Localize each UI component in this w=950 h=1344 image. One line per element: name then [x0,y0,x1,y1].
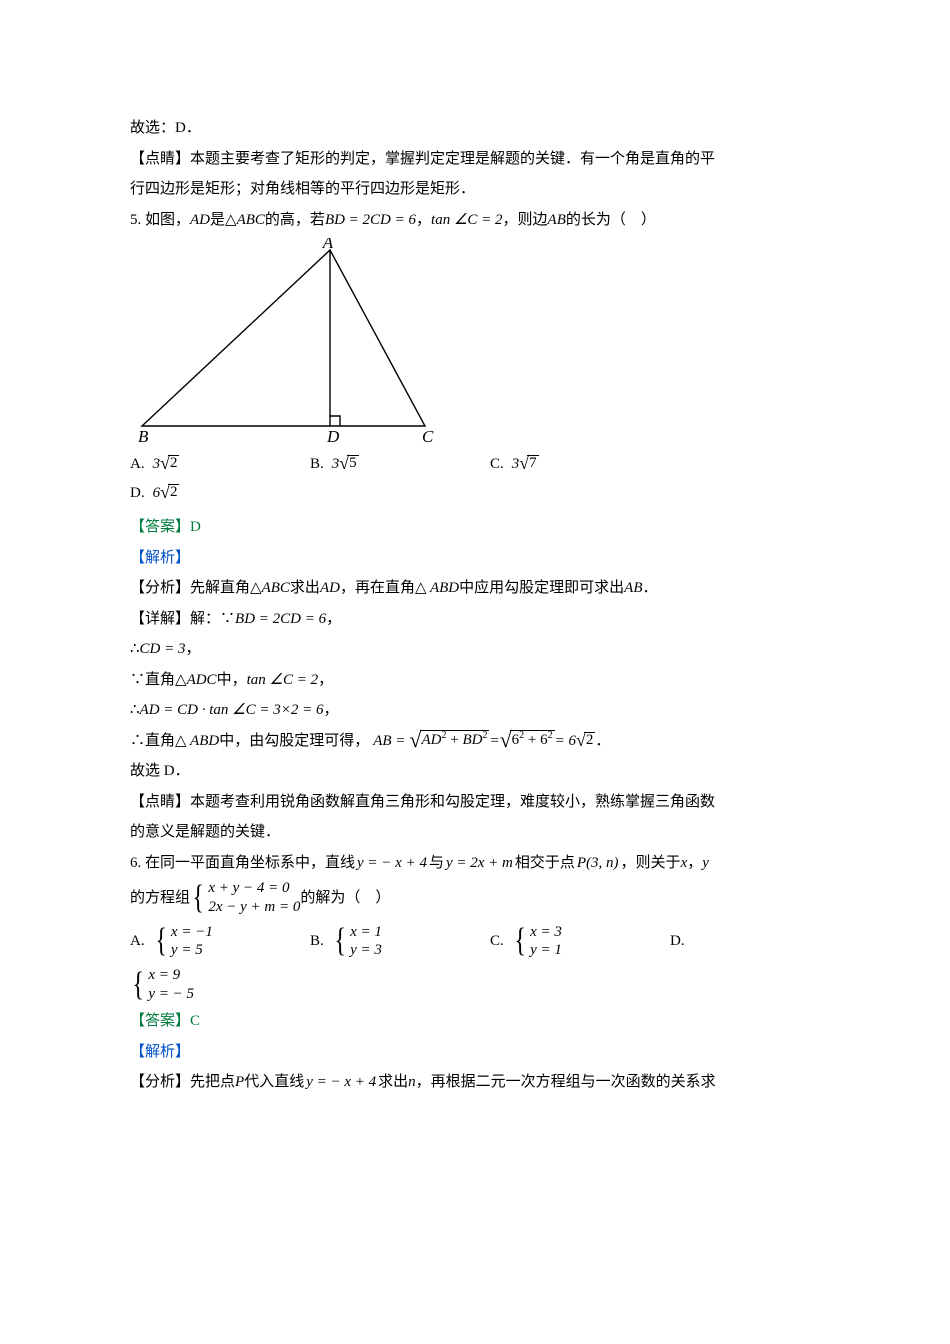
q5-eq1: BD = 2CD = 6 [325,206,416,235]
q6-system: { x + y − 4 = 0 2x − y + m = 0 [190,879,300,917]
q5-detail-2: ∴ CD = 3 ， [130,635,840,664]
q5-detail-5: ∴直角 △ ABD 中，由勾股定理可得， AB = √AD2 + BD2 = √… [130,727,840,756]
q5-option-d[interactable]: D. 6 √2 [130,479,310,508]
q5-mid3: ， [416,206,431,235]
prev-pointing-line1: 【点睛】本题主要考查了矩形的判定，掌握判定定理是解题的关键．有一个角是直角的平 [130,145,840,174]
q6-option-b[interactable]: B. { x = 1 y = 3 [310,923,490,961]
prev-conclusion: 故选：D． [130,114,840,143]
label-A: A [322,238,334,252]
label-D: D [326,427,340,444]
q6-analysis-label: 【解析】 [130,1038,840,1067]
pointing-text-1: 本题主要考查了矩形的判定，掌握判定定理是解题的关键．有一个角是直角的平 [190,151,715,167]
q5-detail-4: ∴ AD = CD · tan ∠C = 3×2 = 6 ， [130,696,840,725]
q5-eq2: tan ∠C = 2 [431,206,503,235]
q5-answer: 【答案】D [130,513,840,542]
q6-answer: 【答案】C [130,1007,840,1036]
q6-options: A. { x = −1 y = 5 B. { x = 1 y = 3 C. { … [130,923,840,961]
q5-conclusion: 故选 D． [130,757,840,786]
q5-option-a[interactable]: A. 3 √2 [130,450,310,479]
q5-stem: 5. 如图， AD 是 △ABC 的高，若 BD = 2CD = 6 ， tan… [130,206,840,235]
q6-stem-line2: 的方程组 { x + y − 4 = 0 2x − y + m = 0 的解为（… [130,879,840,917]
q5-option-b[interactable]: B. 3 √5 [310,450,490,479]
q6-fenxi: 【分析】 先把点 P 代入直线 y = − x + 4 求出 n ，再根据二元一… [130,1068,840,1097]
q5-options: A. 3 √2 B. 3 √5 C. 3 √7 D. 6 √2 [130,450,840,507]
q5-mid2: 的高，若 [265,206,325,235]
q5-fenxi: 【分析】 先解直角 △ABC 求出 AD ，再在直角 △ ABD 中应用勾股定理… [130,574,840,603]
pointing-label: 【点睛】 [130,151,190,167]
q5-ad: AD [190,206,210,235]
q5-ab: AB [548,206,566,235]
q5-prefix: 5. 如图， [130,206,190,235]
q5-option-c[interactable]: C. 3 √7 [490,450,670,479]
label-B: B [138,427,149,444]
q5-analysis-label: 【解析】 [130,544,840,573]
q5-diagram: A B D C [130,238,450,444]
q6-stem-line1: 6. 在同一平面直角坐标系中，直线 y = − x + 4 与 y = 2x +… [130,849,840,878]
q5-point-2: 的意义是解题的关键． [130,818,840,847]
q5-tail: 的长为（ ） [566,206,656,235]
q5-mid1: 是 [210,206,225,235]
q6-option-a[interactable]: A. { x = −1 y = 5 [130,923,310,961]
label-C: C [422,427,434,444]
prev-pointing-line2: 行四边形是矩形；对角线相等的平行四边形是矩形． [130,175,840,204]
q5-point-1: 【点睛】本题考查利用锐角函数解直角三角形和勾股定理，难度较小，熟练掌握三角函数 [130,788,840,817]
page: 故选：D． 【点睛】本题主要考查了矩形的判定，掌握判定定理是解题的关键．有一个角… [0,0,950,1159]
q5-detail-1: 【详解】 解：∵ BD = 2CD = 6 ， [130,605,840,634]
q5-mid4: ，则边 [503,206,548,235]
q5-detail-3: ∵直角 △ADC 中， tan ∠C = 2 ， [130,666,840,695]
q6-option-d-body[interactable]: { x = 9 y = − 5 [130,966,840,1005]
q6-option-d-label[interactable]: D. [670,927,710,956]
q6-option-c[interactable]: C. { x = 3 y = 1 [490,923,670,961]
q5-tri: △ABC [225,206,265,235]
